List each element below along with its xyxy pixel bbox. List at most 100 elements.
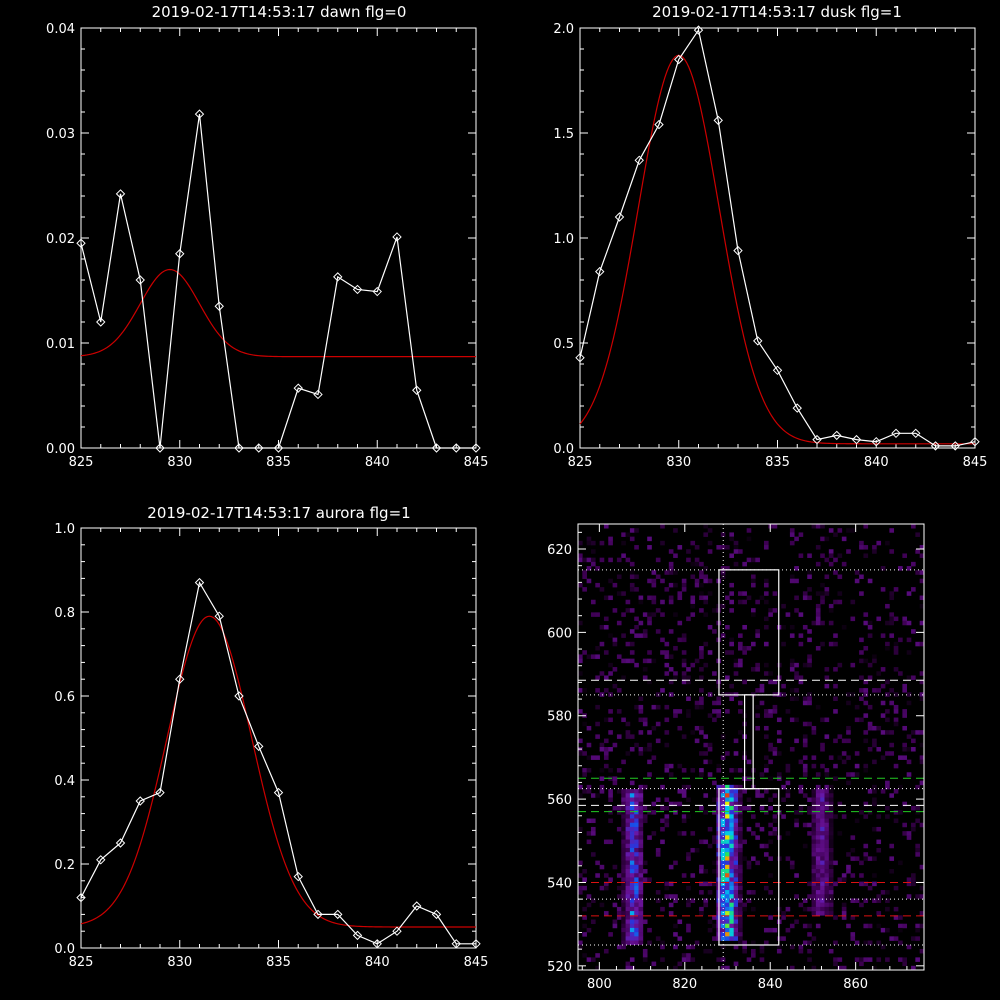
heat-cell: [841, 911, 847, 916]
heat-cell: [751, 578, 756, 584]
heat-cell: [911, 747, 916, 752]
heat-cell: [638, 633, 644, 638]
heat-cell: [828, 831, 834, 836]
heat-cell: [880, 755, 886, 760]
heat-cell: [725, 894, 730, 899]
y-tick-label: 0.00: [46, 442, 75, 457]
heat-cell: [629, 835, 635, 840]
heat-cell: [815, 608, 821, 613]
heat-cell: [738, 814, 743, 819]
heat-cell: [815, 885, 821, 891]
heat-cell: [608, 818, 613, 824]
x-tick-label: 825: [568, 455, 593, 470]
heat-cell: [625, 869, 631, 874]
heat-cell: [768, 927, 773, 933]
heat-cell: [850, 936, 856, 941]
heat-cell: [863, 814, 869, 819]
heat-cell: [625, 877, 631, 882]
heat-cell: [820, 856, 825, 861]
heat-cell: [686, 784, 691, 790]
heat-cell: [828, 818, 834, 824]
heat-cell: [837, 574, 843, 579]
heat-cell: [703, 902, 709, 908]
heat-cell: [820, 885, 825, 891]
heat-cell: [647, 616, 652, 622]
heat-cell: [841, 561, 847, 567]
heat-cell: [668, 566, 674, 571]
heat-cell: [807, 662, 812, 668]
heat-cell: [867, 747, 873, 752]
heat-cell: [647, 545, 652, 550]
heat-cell: [686, 667, 691, 672]
heat-cell: [811, 805, 817, 811]
data-point: [372, 939, 382, 949]
heat-cell: [807, 881, 812, 887]
heat-cell: [625, 847, 631, 853]
heat-cell: [625, 927, 631, 933]
heat-cell: [841, 915, 847, 920]
heat-cell: [828, 814, 834, 819]
heat-cell: [681, 789, 687, 794]
heat-cell: [608, 578, 613, 584]
heat-cell: [837, 553, 843, 558]
heat-cell: [824, 856, 830, 861]
heat-cell: [707, 591, 713, 596]
heat-cell: [634, 902, 639, 908]
heat-cell: [815, 847, 821, 853]
heat-cell: [586, 927, 592, 933]
heat-cell: [802, 662, 808, 668]
heat-cell: [811, 852, 817, 857]
heat-cell: [625, 923, 631, 929]
heat-cell: [807, 940, 812, 946]
heat-cell: [885, 957, 890, 962]
heat-cell: [707, 948, 713, 954]
heat-cell: [776, 772, 782, 777]
heat-cell: [902, 747, 908, 752]
heat-cell: [629, 574, 635, 579]
heat-cell: [898, 940, 903, 946]
heat-cell: [625, 810, 631, 815]
heat-cell: [621, 852, 626, 857]
heat-cell: [746, 557, 752, 563]
heat-cell: [768, 797, 773, 802]
heat-cell: [893, 885, 899, 891]
heat-cell: [837, 957, 843, 962]
heat-cell: [621, 717, 626, 723]
heat-cell: [798, 789, 804, 794]
heat-cell: [902, 961, 908, 967]
heat-cell: [634, 810, 639, 815]
heat-cell: [863, 646, 869, 651]
heat-cell: [616, 591, 622, 596]
heat-cell: [681, 768, 687, 773]
heat-cell: [625, 826, 631, 832]
heat-cell: [768, 679, 773, 685]
heat-cell: [815, 524, 821, 529]
heat-cell: [824, 717, 830, 723]
heat-cell: [673, 671, 678, 676]
data-point: [753, 336, 763, 346]
heat-cell: [720, 835, 726, 840]
heat-cell: [603, 650, 609, 655]
heat-cell: [603, 755, 609, 760]
heat-cell: [902, 923, 908, 929]
heat-cell: [876, 671, 882, 676]
heat-cell: [828, 822, 834, 828]
heat-cell: [655, 890, 661, 895]
heat-cell: [859, 675, 864, 680]
heat-cell: [824, 814, 830, 819]
heat-cell: [828, 553, 834, 558]
heat-cell: [763, 940, 769, 946]
heat-cell: [578, 709, 583, 714]
data-point: [911, 428, 921, 439]
panel-aurora: 2019-02-17T14:53:17 aurora flg=1 825 830 8…: [54, 504, 488, 970]
heat-cell: [578, 557, 583, 563]
heat-cell: [867, 885, 873, 891]
heat-cell: [759, 772, 765, 777]
heat-cell: [738, 852, 743, 857]
heat-cell: [794, 608, 799, 613]
heat-cell: [634, 801, 639, 807]
heat-cell: [660, 826, 665, 832]
heat-cell: [772, 524, 778, 529]
heat-cell: [660, 784, 665, 790]
heat-cell: [893, 616, 899, 622]
